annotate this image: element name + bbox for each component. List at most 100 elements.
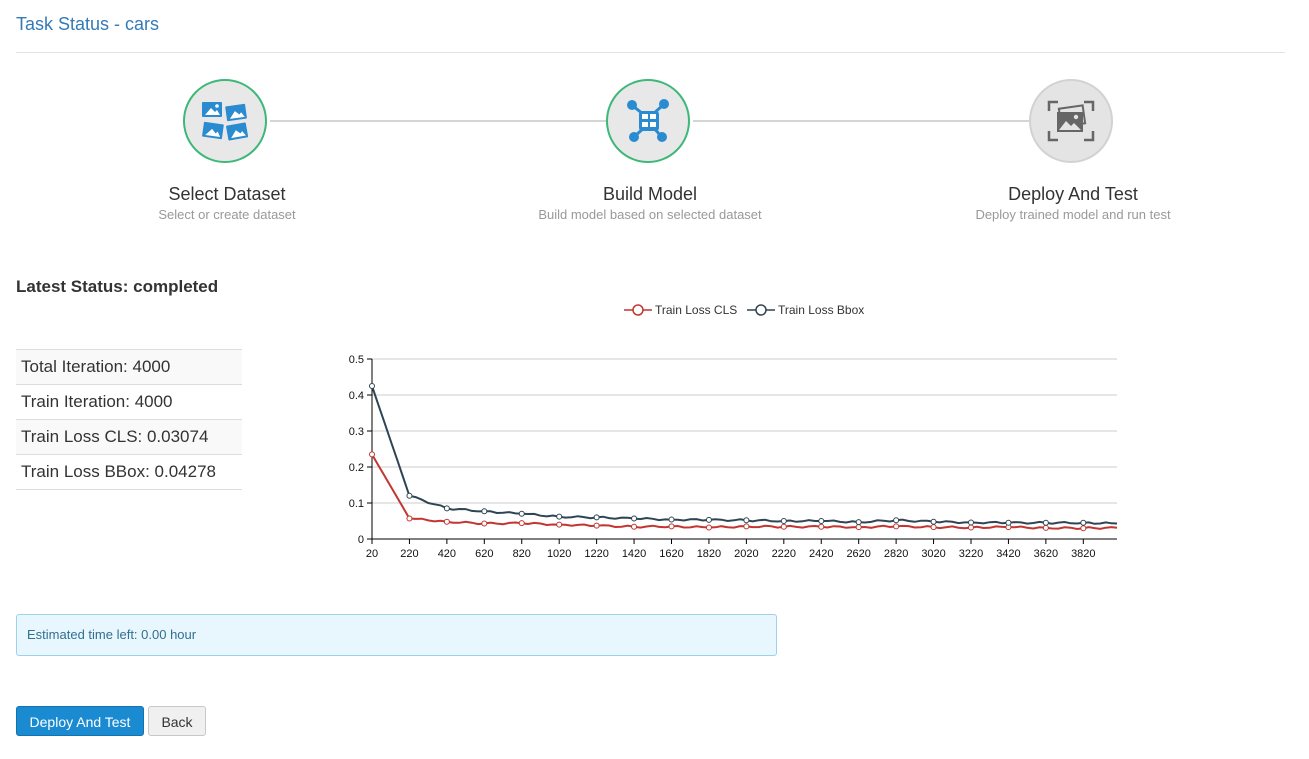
data-point (443, 505, 450, 512)
data-point (705, 516, 712, 523)
dataset-images-icon (202, 102, 249, 141)
stats-table: Total Iteration: 4000 Train Iteration: 4… (16, 349, 242, 490)
x-tick-label: 1620 (659, 548, 683, 560)
data-point (481, 508, 488, 515)
x-tick-label: 3020 (921, 548, 945, 560)
title-divider (16, 52, 1285, 53)
y-tick-label: 0.5 (349, 354, 364, 366)
stat-train-loss-bbox: Train Loss BBox: 0.04278 (16, 454, 242, 490)
back-button[interactable]: Back (148, 706, 206, 736)
y-tick-label: 0.4 (349, 390, 364, 402)
stat-train-loss-cls: Train Loss CLS: 0.03074 (16, 419, 242, 454)
page-title: Task Status - cars (16, 14, 160, 34)
chart-grid (372, 358, 1117, 504)
latest-status: Latest Status: completed (16, 277, 219, 296)
step-connector-1 (270, 120, 607, 122)
data-point (668, 523, 675, 530)
data-point (1080, 525, 1087, 532)
x-tick-label: 3620 (1034, 548, 1058, 560)
model-network-icon (627, 99, 669, 142)
x-tick-label: 2020 (734, 548, 758, 560)
x-tick-label: 1220 (584, 548, 608, 560)
step-title-deploy-and-test: Deploy And Test (1008, 184, 1138, 204)
legend-marker (755, 304, 767, 316)
data-point (818, 518, 825, 524)
data-point (1080, 519, 1087, 526)
stat-train-iteration: Train Iteration: 4000 (16, 384, 242, 419)
data-point (930, 524, 937, 531)
data-point (369, 451, 375, 458)
data-point (668, 516, 675, 523)
legend-label: Train Loss Bbox (778, 303, 864, 317)
chart-axes: 0 0.1 0.2 0.3 0.4 0.5 20 220 420 620 820 1020 1220 14… (349, 354, 1117, 560)
data-point (406, 515, 413, 522)
x-tick-label: 3820 (1071, 548, 1095, 560)
x-tick-label: 3220 (959, 548, 983, 560)
step-subtitle-deploy-and-test: Deploy trained model and run test (975, 207, 1171, 222)
data-point (930, 518, 937, 525)
data-point (743, 517, 750, 524)
x-tick-label: 2620 (846, 548, 870, 560)
x-tick-label: 2820 (884, 548, 908, 560)
estimated-time-alert: Estimated time left: 0.00 hour (16, 614, 777, 656)
step-title-select-dataset: Select Dataset (168, 184, 286, 204)
data-point (443, 518, 450, 525)
data-point (1042, 524, 1049, 531)
step-deploy-and-test[interactable] (1029, 79, 1113, 163)
chart-legend[interactable]: Train Loss CLS Train Loss Bbox (624, 303, 864, 317)
data-point (967, 524, 974, 531)
data-point (743, 523, 750, 530)
data-point (481, 520, 488, 527)
x-tick-label: 2420 (809, 548, 833, 560)
data-point (893, 523, 900, 530)
y-tick-label: 0.2 (349, 462, 364, 474)
series-line-train-loss-cls (371, 453, 1118, 531)
step-connector-2 (693, 120, 1030, 122)
step-title-build-model: Build Model (602, 184, 698, 204)
data-point (1005, 519, 1012, 526)
y-tick-label: 0.1 (349, 498, 364, 510)
step-build-model[interactable] (606, 79, 690, 163)
x-tick-label: 2220 (772, 548, 796, 560)
data-point (705, 524, 712, 531)
step-select-dataset[interactable] (183, 79, 267, 163)
data-point (893, 517, 900, 524)
data-point (967, 519, 974, 526)
data-point (631, 523, 638, 530)
deploy-and-test-button[interactable]: Deploy And Test (16, 706, 144, 736)
x-tick-label: 820 (513, 548, 531, 560)
data-point (780, 523, 787, 530)
y-tick-label: 0 (358, 534, 364, 546)
data-point (556, 521, 563, 528)
x-tick-label: 3420 (996, 548, 1020, 560)
data-point (855, 524, 862, 531)
stat-total-iteration: Total Iteration: 4000 (16, 349, 242, 384)
x-tick-label: 1820 (697, 548, 721, 560)
step-subtitle-build-model: Build model based on selected dataset (538, 207, 762, 222)
data-point (631, 515, 638, 522)
data-point (556, 513, 563, 520)
x-tick-label: 20 (366, 548, 378, 560)
deploy-image-scan-icon (1047, 100, 1095, 142)
data-point (369, 383, 375, 389)
step-subtitle-select-dataset: Select or create dataset (158, 207, 296, 222)
x-tick-label: 1420 (622, 548, 646, 560)
loss-chart: Train Loss CLS Train Loss Bbox 0 0.1 0.2 0.3… (349, 303, 1118, 560)
data-point (518, 510, 525, 517)
data-point (518, 520, 525, 527)
data-point (780, 518, 787, 524)
x-tick-label: 1020 (547, 548, 571, 560)
data-point (593, 522, 600, 529)
x-tick-label: 220 (400, 548, 418, 560)
legend-label: Train Loss CLS (655, 303, 737, 317)
data-point (1042, 519, 1049, 526)
data-point (855, 519, 862, 526)
x-tick-label: 620 (475, 548, 493, 560)
data-point (593, 514, 600, 521)
chart-series (369, 383, 1118, 532)
y-tick-label: 0.3 (349, 426, 364, 438)
data-point (406, 492, 413, 499)
x-tick-label: 420 (438, 548, 456, 560)
legend-marker (632, 304, 644, 316)
data-point (818, 523, 825, 530)
